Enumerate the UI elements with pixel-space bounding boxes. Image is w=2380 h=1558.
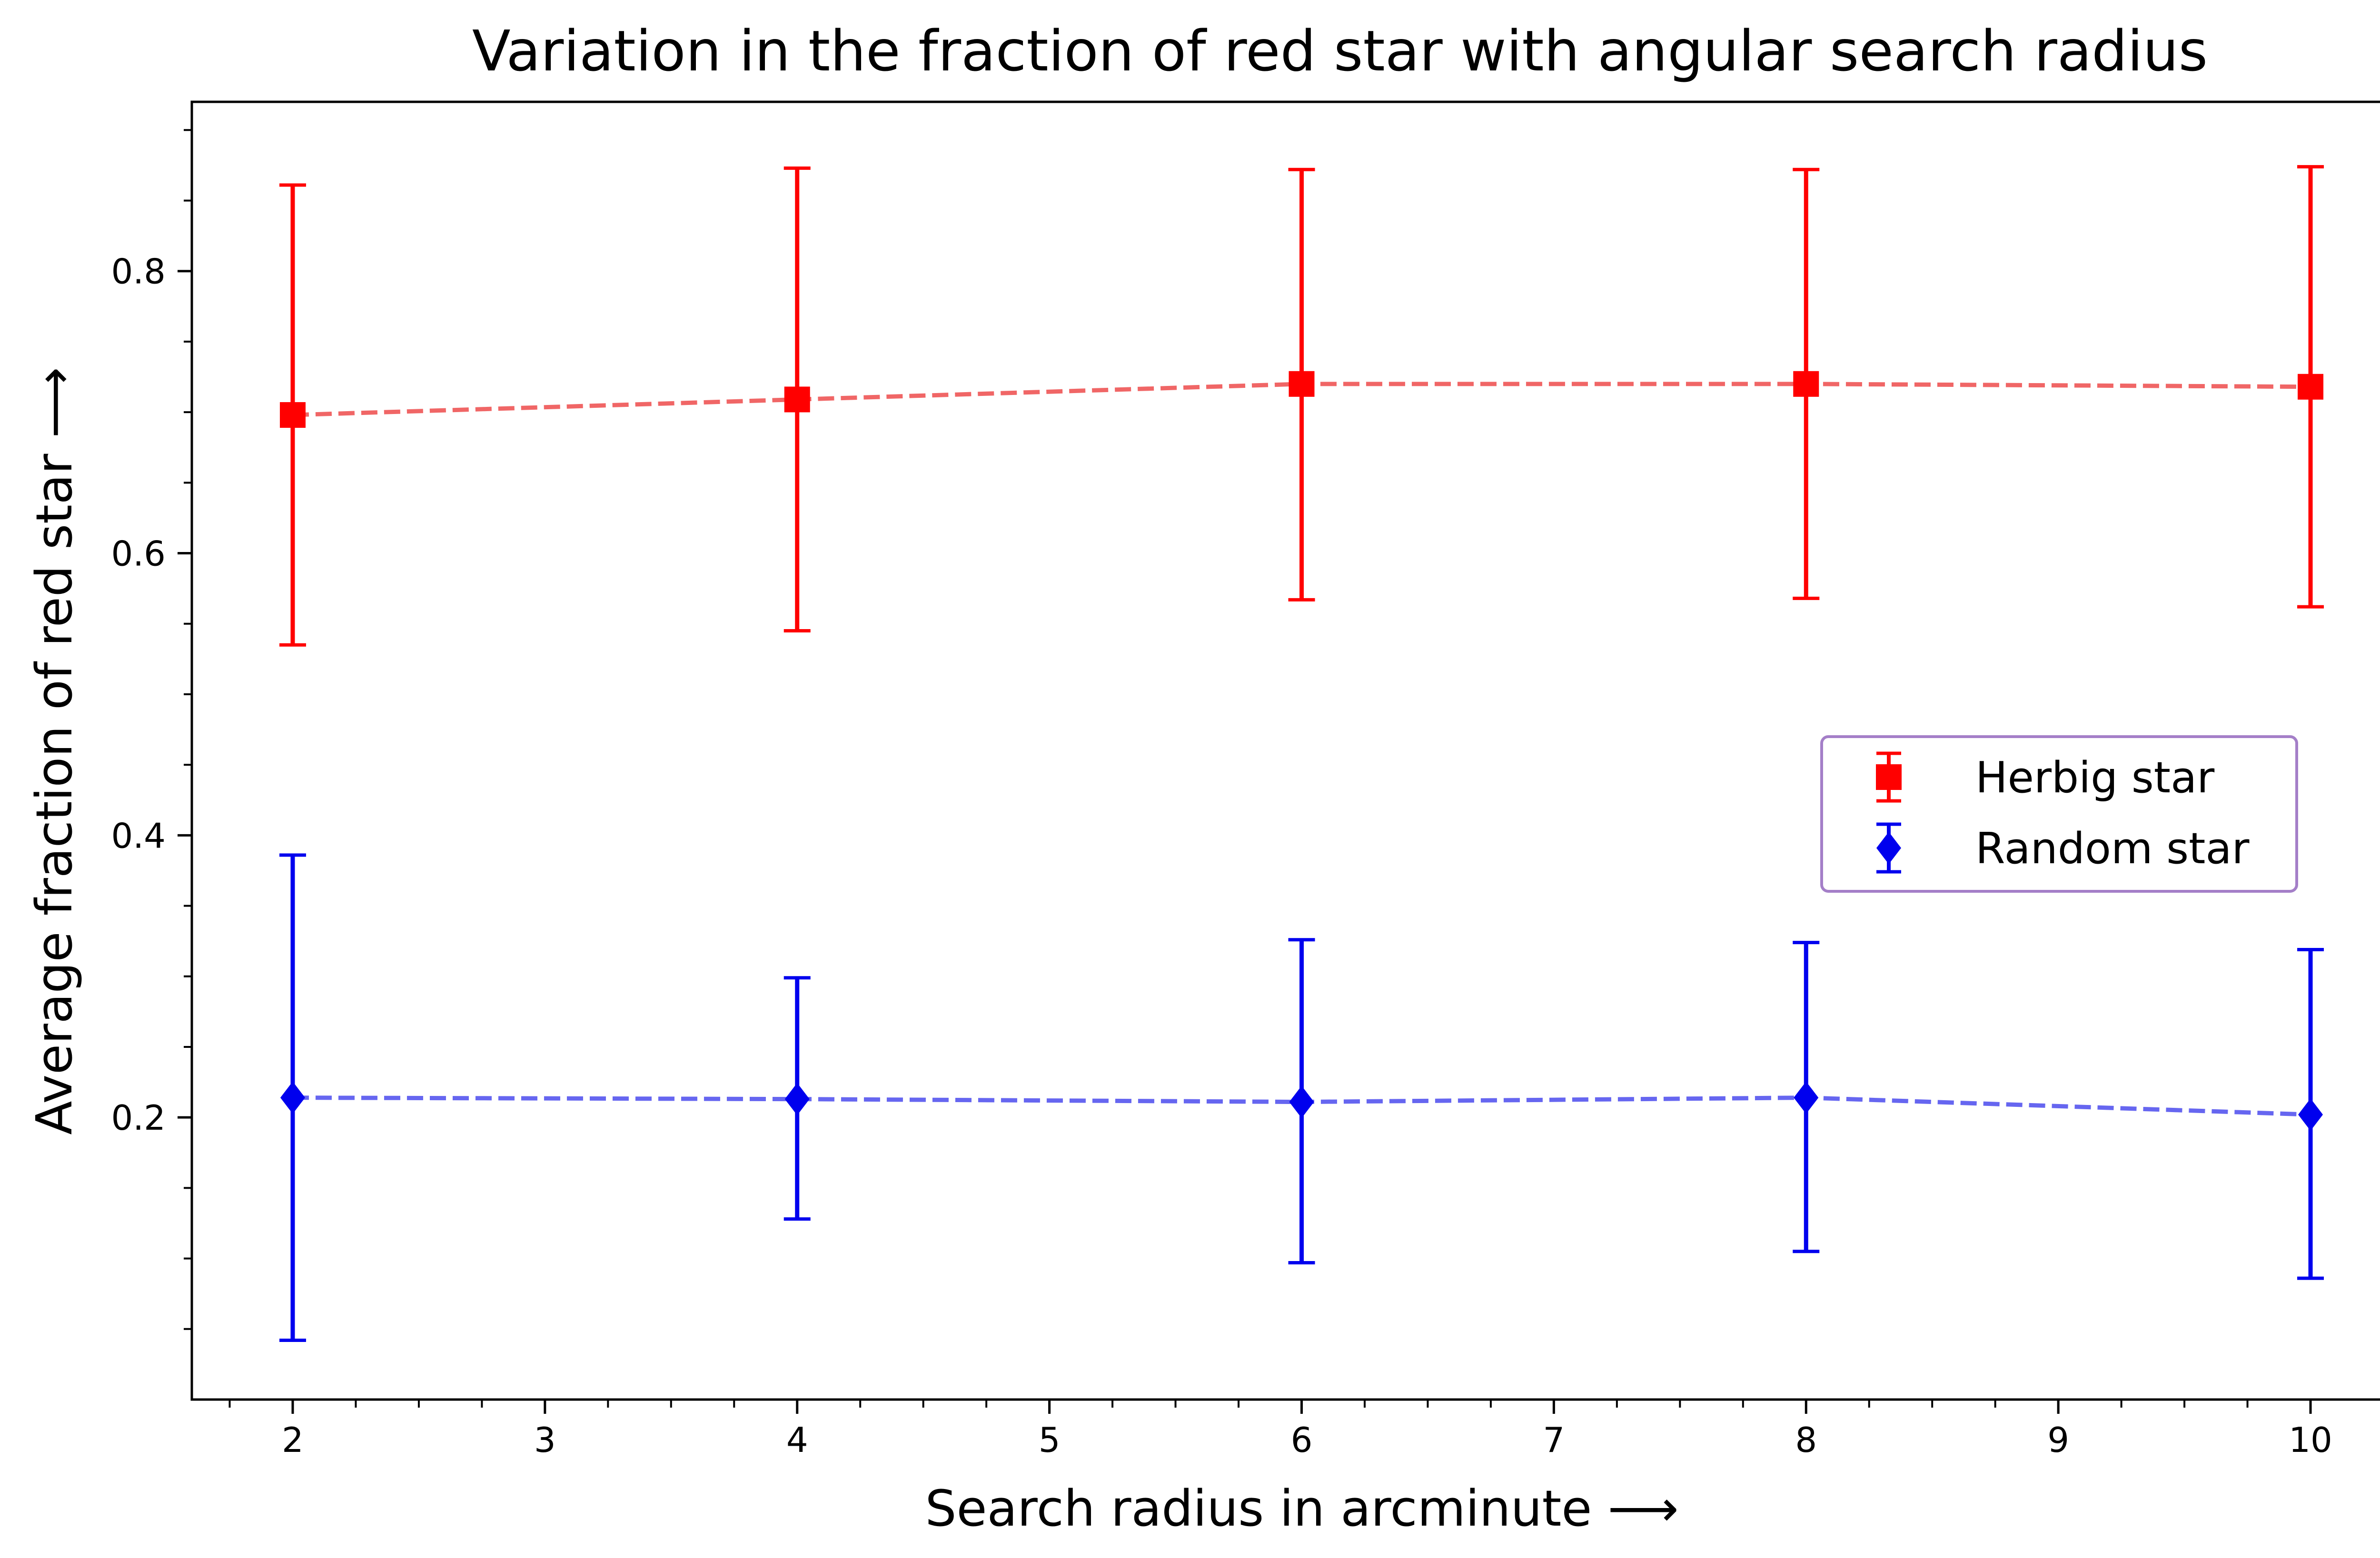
- legend-item-random-star: Random star: [1876, 822, 2250, 874]
- x-tick-label-7: 7: [1543, 1420, 1565, 1460]
- data-point: [784, 386, 810, 413]
- y-tick-label-0.6: 0.6: [111, 534, 166, 574]
- data-series: [279, 165, 2324, 1342]
- x-tick-label-6: 6: [1291, 1420, 1313, 1460]
- data-point: [279, 402, 306, 428]
- data-point: [1289, 371, 1315, 397]
- legend-label-herbig-star: Herbig star: [1975, 753, 2214, 803]
- axis-ticks: 2 3 4 5 6 7 8 9 10 0.2 0.4 0.6 0.8: [111, 129, 2332, 1460]
- legend-label-random-star: Random star: [1975, 824, 2250, 874]
- data-point: [280, 1081, 305, 1114]
- x-tick-label-9: 9: [2047, 1420, 2069, 1460]
- legend-item-herbig-star: Herbig star: [1876, 751, 2214, 803]
- data-point: [1794, 1081, 1819, 1114]
- y-tick-label-0.4: 0.4: [111, 816, 166, 856]
- x-tick-label-5: 5: [1039, 1420, 1061, 1460]
- series-random-star: [279, 853, 2324, 1342]
- chart-title: Variation in the fraction of red star wi…: [472, 18, 2208, 84]
- y-tick-label-0.8: 0.8: [111, 252, 166, 292]
- series-herbig-star: [279, 165, 2324, 647]
- y-axis-label: Average fraction of red star ⟶: [25, 367, 83, 1134]
- legend-marker: [1876, 832, 1901, 864]
- data-point: [784, 1083, 810, 1115]
- axes-frame: [190, 100, 2380, 1401]
- data-point: [1793, 371, 1819, 397]
- y-tick-label-0.2: 0.2: [111, 1098, 166, 1138]
- x-tick-label-3: 3: [534, 1420, 556, 1460]
- data-point: [1289, 1085, 1314, 1118]
- legend-marker: [1876, 764, 1902, 790]
- x-tick-label-8: 8: [1795, 1420, 1817, 1460]
- x-tick-label-4: 4: [786, 1420, 808, 1460]
- x-axis-label: Search radius in arcminute ⟶: [925, 1479, 1678, 1538]
- legend-box: [1820, 735, 2298, 893]
- data-point: [2298, 374, 2324, 400]
- legend: Herbig star Random star: [1820, 735, 2298, 893]
- data-point: [2298, 1098, 2323, 1131]
- x-tick-label-10: 10: [2289, 1420, 2332, 1460]
- x-tick-label-2: 2: [282, 1420, 304, 1460]
